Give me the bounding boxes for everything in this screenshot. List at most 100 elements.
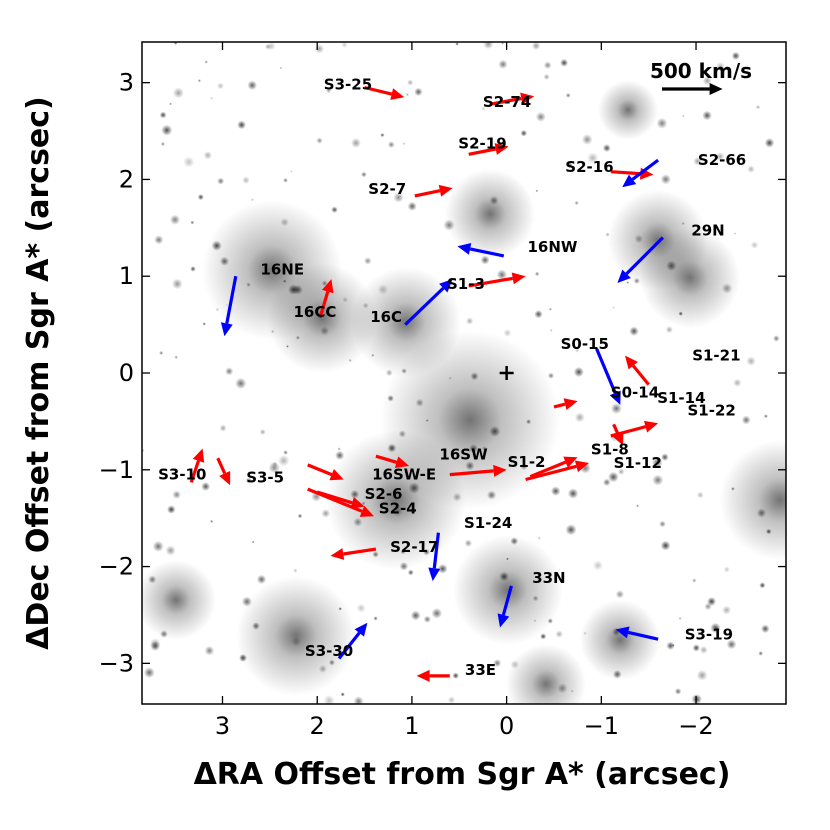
background-star: [629, 326, 639, 336]
x-tick-label: 0: [499, 712, 514, 740]
y-tick-label: 1: [119, 262, 134, 290]
arrow-s3-25-head: [390, 88, 405, 100]
arrow-s1-12: [525, 460, 589, 482]
background-star: [247, 80, 257, 91]
star-glow: [453, 535, 563, 645]
x-tick-label: 3: [215, 712, 230, 740]
label-s3-30: S3-30: [305, 642, 353, 660]
label-s1-21: S1-21: [692, 347, 740, 365]
background-star: [550, 486, 561, 496]
background-star: [506, 557, 509, 561]
background-star: [741, 415, 751, 425]
background-star: [747, 165, 755, 174]
background-star: [510, 537, 519, 545]
background-star: [483, 42, 494, 50]
arrow-33e-head: [416, 669, 430, 682]
arrow-s0-15-head: [609, 390, 621, 405]
star-glow: [598, 80, 658, 140]
background-star: [489, 195, 499, 205]
background-star: [250, 198, 255, 202]
arrow-s1-24: [428, 532, 441, 582]
background-star: [251, 540, 255, 544]
background-star: [190, 266, 196, 272]
background-star: [283, 279, 287, 283]
background-star: [387, 443, 397, 453]
background-star: [666, 641, 675, 650]
background-star: [692, 644, 700, 652]
label-29n: 29N: [691, 222, 724, 240]
arrow-33n-shaft: [501, 585, 513, 616]
arrow-s2-6-head: [350, 497, 365, 509]
background-star: [204, 645, 215, 656]
background-star: [565, 524, 577, 536]
arrow-s2-17-shaft: [343, 547, 377, 556]
background-star: [543, 73, 550, 80]
background-star: [316, 137, 323, 144]
background-star: [237, 120, 247, 130]
y-tick-label: −2: [99, 553, 134, 581]
label-s3-5: S3-5: [246, 469, 284, 487]
background-star: [402, 142, 406, 146]
background-star: [211, 240, 222, 251]
background-star: [681, 221, 685, 226]
background-star: [499, 571, 509, 582]
background-star: [203, 151, 212, 160]
label-s2-17: S2-17: [390, 538, 438, 556]
background-star: [160, 630, 168, 638]
background-star: [520, 463, 528, 471]
arrow-16c-shaft: [404, 286, 445, 326]
scale-bar: 500 km/s: [650, 59, 752, 95]
background-star: [489, 425, 501, 437]
background-star: [496, 269, 508, 280]
arrow-s2-66-shaft: [631, 158, 660, 181]
arrow-16nw: [457, 243, 505, 258]
arrow-s3-10-shaft: [189, 460, 201, 483]
arrow-s2-4: [307, 487, 374, 517]
background-star: [750, 241, 759, 249]
background-star: [219, 424, 227, 432]
background-star: [731, 51, 740, 61]
background-star: [618, 468, 625, 475]
background-star: [283, 450, 288, 455]
background-star: [423, 615, 431, 623]
background-star: [605, 232, 610, 237]
background-star: [547, 372, 555, 379]
background-star: [380, 133, 385, 138]
background-star: [201, 482, 211, 491]
background-star: [543, 61, 552, 70]
background-star: [452, 492, 462, 502]
label-s2-19: S2-19: [458, 135, 506, 153]
arrow-16ne-head: [220, 322, 233, 337]
arrow-16c-head: [439, 279, 453, 293]
background-star: [320, 326, 329, 336]
label-s1-2: S1-2: [508, 453, 546, 471]
background-star: [371, 353, 375, 357]
background-star: [493, 659, 502, 668]
label-s0-14: S0-14: [611, 383, 659, 401]
background-star: [197, 79, 202, 83]
background-star: [548, 307, 553, 311]
background-star: [480, 255, 490, 265]
background-star: [761, 624, 770, 634]
background-star: [532, 595, 539, 602]
background-star: [362, 302, 369, 309]
background-star: [160, 141, 165, 147]
background-star: [537, 536, 541, 540]
arrow-s1-8: [529, 456, 578, 479]
background-star: [387, 395, 394, 402]
arrow-s1-3: [468, 272, 526, 288]
background-star: [702, 76, 712, 86]
background-star: [764, 138, 775, 148]
background-star: [755, 104, 761, 110]
background-star: [726, 639, 737, 650]
arrow-s2-74-shaft: [491, 96, 522, 106]
star-field: [142, 42, 786, 704]
arrow-s2-74-head: [520, 92, 535, 105]
background-star: [217, 177, 225, 185]
arrow-s3-5-head: [219, 471, 231, 486]
label-16sw-e: 16SW-E: [372, 466, 436, 484]
background-star: [626, 281, 630, 284]
background-star: [704, 602, 712, 611]
background-star: [763, 414, 768, 419]
arrow-s1-22: [610, 420, 659, 438]
